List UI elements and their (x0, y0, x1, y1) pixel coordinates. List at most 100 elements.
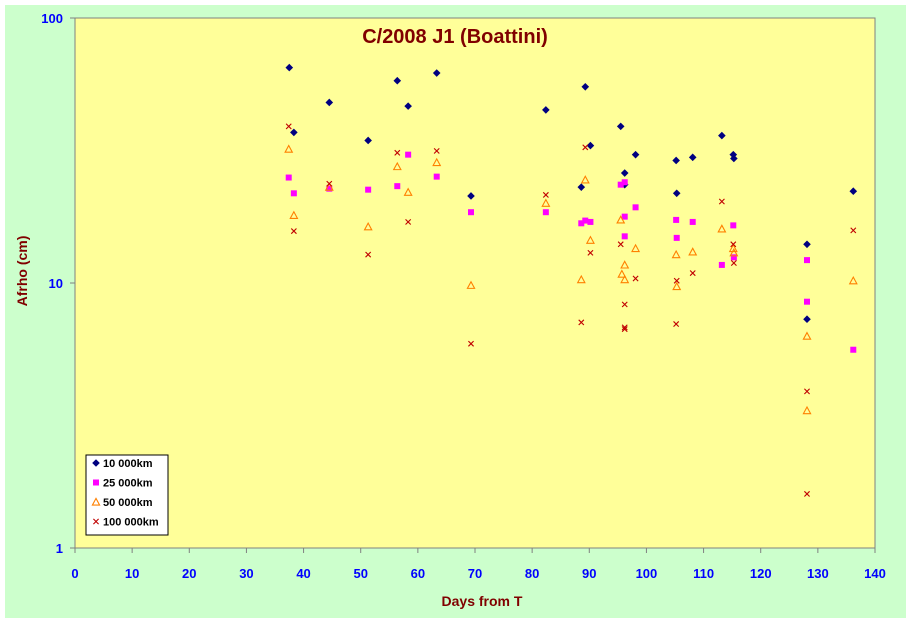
chart-title: C/2008 J1 (Boattini) (362, 26, 548, 48)
data-point (578, 220, 585, 227)
data-point (730, 222, 737, 229)
data-point (325, 98, 334, 107)
data-point (616, 215, 626, 224)
legend-label: 10 000km (103, 458, 153, 470)
x-tick-label: 10 (125, 566, 139, 581)
data-point (285, 123, 292, 130)
legend-marker (91, 497, 101, 506)
data-point (804, 490, 810, 497)
data-point (587, 218, 594, 225)
data-point (621, 324, 628, 331)
data-point (585, 235, 595, 244)
data-point (433, 147, 440, 154)
data-point (718, 131, 726, 140)
data-point (576, 274, 586, 284)
data-point (365, 251, 372, 258)
data-point (673, 216, 680, 223)
x-tick-label: 50 (353, 566, 367, 581)
data-point (394, 149, 401, 156)
data-point (718, 261, 725, 268)
data-point (580, 175, 590, 184)
data-point (673, 234, 680, 241)
data-point (632, 204, 639, 211)
data-point (326, 180, 333, 187)
data-point (326, 185, 333, 192)
y-axis-title: Afrho (cm) (14, 236, 30, 307)
data-point (621, 233, 628, 240)
series-diamond (285, 63, 858, 324)
y-tick-label: 100 (41, 11, 63, 26)
data-point (363, 222, 373, 231)
data-point (803, 315, 811, 324)
data-point (542, 209, 549, 216)
legend-label: 100 000km (103, 517, 159, 529)
legend-label: 25 000km (103, 478, 153, 490)
data-point (541, 198, 551, 207)
data-point (804, 388, 810, 395)
data-point (632, 275, 639, 282)
data-point (728, 243, 738, 253)
data-point (631, 243, 641, 253)
x-tick-label: 100 (636, 566, 658, 581)
data-point (616, 122, 625, 131)
data-point (621, 301, 628, 308)
data-point (405, 218, 412, 225)
data-point (467, 192, 475, 200)
y-tick-label: 10 (49, 276, 63, 291)
data-point (617, 241, 624, 248)
data-point (433, 173, 440, 180)
x-tick-label: 0 (71, 566, 78, 581)
data-point (621, 179, 628, 186)
data-point (621, 213, 628, 220)
data-point (432, 69, 441, 77)
x-tick-label: 40 (296, 566, 310, 581)
data-point (718, 198, 725, 205)
data-point (403, 187, 413, 196)
data-point (803, 240, 811, 249)
data-point (802, 331, 812, 340)
data-point (405, 151, 412, 158)
data-point (542, 191, 549, 198)
series-square (285, 151, 857, 353)
legend-marker (93, 479, 99, 486)
data-point (717, 224, 727, 233)
data-point (587, 249, 594, 256)
x-tick-label: 70 (468, 566, 482, 581)
x-tick-label: 90 (582, 566, 596, 581)
data-point (285, 63, 294, 72)
data-point (466, 280, 476, 289)
x-tick-label: 60 (411, 566, 425, 581)
data-point (284, 144, 294, 153)
data-point (729, 248, 739, 257)
legend-marker (92, 459, 100, 467)
data-point (285, 174, 292, 181)
data-point (468, 340, 474, 347)
data-point (804, 257, 810, 264)
x-tick-label: 130 (807, 566, 829, 581)
data-point (672, 189, 681, 198)
data-point (392, 161, 402, 171)
data-point (848, 275, 858, 285)
x-tick-label: 20 (182, 566, 196, 581)
data-point (404, 102, 412, 110)
data-point (582, 144, 589, 151)
data-point (673, 277, 680, 284)
data-point (672, 156, 680, 165)
legend-label: 50 000km (103, 497, 153, 509)
data-point (289, 210, 299, 219)
data-point (324, 182, 334, 191)
data-point (850, 227, 857, 234)
data-point (688, 153, 697, 162)
data-point (673, 321, 680, 328)
x-tick-label: 30 (239, 566, 253, 581)
data-point (581, 83, 590, 91)
data-point (730, 154, 738, 163)
data-point (621, 326, 628, 333)
data-point (804, 298, 810, 305)
legend: 10 000km 25 000km 50 000km 100 000km (85, 454, 169, 536)
x-tick-label: 110 (693, 566, 714, 581)
x-tick-label: 140 (864, 566, 886, 581)
